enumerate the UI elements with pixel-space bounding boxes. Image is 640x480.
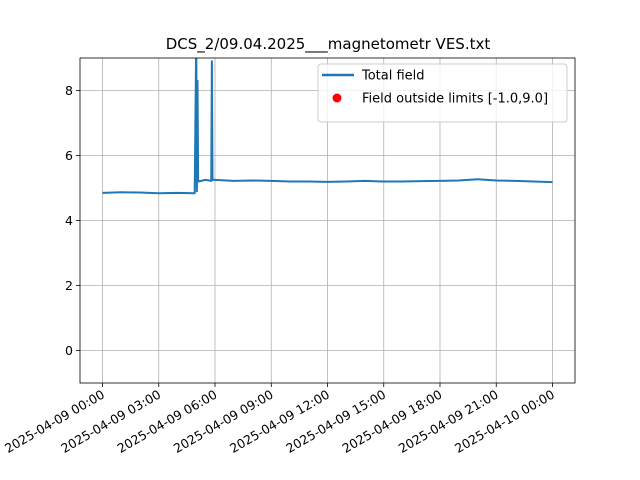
data-line [102,58,553,195]
y-tick-label: 6 [65,148,73,163]
x-tick-label: 2025-04-09 21:00 [396,387,501,456]
y-tick-label: 8 [65,83,73,98]
legend: Total field Field outside limits [-1.0,9.… [317,63,568,123]
x-tick-label: 2025-04-09 03:00 [58,387,163,456]
x-tick-label: 2025-04-09 06:00 [114,387,219,456]
legend-marker [332,93,342,103]
x-tick-label: 2025-04-10 00:00 [452,387,557,456]
x-tick-label: 2025-04-09 12:00 [227,387,332,456]
x-tick-label: 2025-04-09 18:00 [339,387,444,456]
chart-title: DCS_2/09.04.2025___magnetometr VES.txt [166,35,491,54]
y-tick-label: 4 [65,213,73,228]
legend-label: Field outside limits [-1.0,9.0] [362,92,548,107]
x-tick-label: 2025-04-09 00:00 [2,387,107,456]
plot-area [102,58,553,195]
legend-box [317,63,568,123]
x-tick-label: 2025-04-09 09:00 [171,387,276,456]
x-tick-label: 2025-04-09 15:00 [283,387,388,456]
legend-label: Total field [361,69,425,84]
y-tick-label: 2 [65,278,73,293]
y-tick-label: 0 [65,343,73,358]
